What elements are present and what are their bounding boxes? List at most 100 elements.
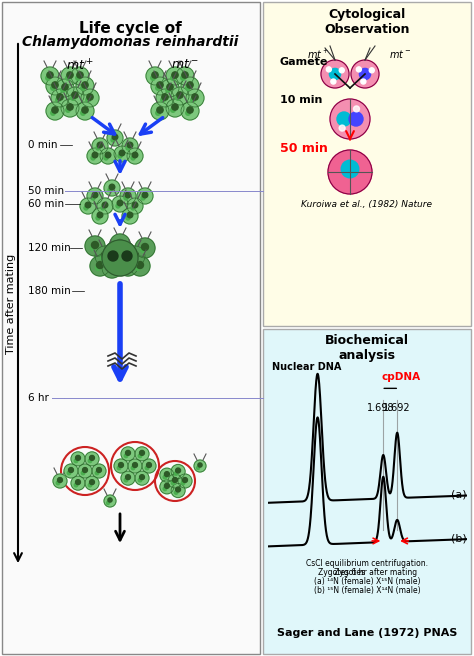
Circle shape <box>57 478 63 482</box>
Circle shape <box>156 111 160 115</box>
Circle shape <box>84 206 88 210</box>
Circle shape <box>118 154 122 158</box>
Circle shape <box>92 152 98 158</box>
Text: (b) ¹⁵N (female) X¹⁴N (male): (b) ¹⁵N (female) X¹⁴N (male) <box>314 586 420 596</box>
Circle shape <box>127 198 143 214</box>
Circle shape <box>66 87 84 105</box>
Text: Life cycle of: Life cycle of <box>79 21 182 36</box>
Circle shape <box>97 262 103 268</box>
Circle shape <box>67 104 73 110</box>
Circle shape <box>173 478 177 482</box>
Circle shape <box>174 491 178 494</box>
Circle shape <box>156 89 174 107</box>
Circle shape <box>161 79 179 97</box>
Circle shape <box>128 459 142 473</box>
Circle shape <box>197 466 200 470</box>
Circle shape <box>101 206 105 210</box>
Circle shape <box>67 72 73 78</box>
Circle shape <box>118 256 138 276</box>
Circle shape <box>108 268 112 272</box>
Circle shape <box>108 251 118 261</box>
Circle shape <box>57 94 63 100</box>
Text: Zygotes: Zygotes <box>334 568 367 577</box>
Circle shape <box>121 447 135 461</box>
Circle shape <box>160 468 174 482</box>
Text: $mt^+$: $mt^+$ <box>66 58 94 73</box>
Circle shape <box>337 112 351 126</box>
Bar <box>2 2 260 654</box>
Circle shape <box>157 82 163 88</box>
Circle shape <box>69 468 73 472</box>
Text: (a) ¹⁴N (female) X¹⁵N (male): (a) ¹⁴N (female) X¹⁵N (male) <box>314 577 420 586</box>
Circle shape <box>109 264 116 270</box>
Circle shape <box>126 146 130 150</box>
Circle shape <box>198 463 202 467</box>
Circle shape <box>46 75 50 80</box>
Circle shape <box>92 192 98 198</box>
Circle shape <box>66 108 70 112</box>
Circle shape <box>92 138 108 154</box>
Circle shape <box>127 142 133 148</box>
Circle shape <box>130 255 136 260</box>
Text: 1.698: 1.698 <box>366 403 394 413</box>
Circle shape <box>176 67 194 85</box>
Circle shape <box>110 234 130 254</box>
Circle shape <box>56 482 60 485</box>
Circle shape <box>82 107 88 113</box>
Circle shape <box>167 84 173 90</box>
Text: Biochemical
analysis: Biochemical analysis <box>325 334 409 362</box>
Circle shape <box>124 196 128 200</box>
Circle shape <box>131 156 135 160</box>
Circle shape <box>102 240 138 276</box>
Circle shape <box>124 478 128 482</box>
Circle shape <box>114 146 130 162</box>
Circle shape <box>137 262 144 268</box>
Circle shape <box>119 150 125 156</box>
Circle shape <box>163 487 167 491</box>
Circle shape <box>61 99 79 117</box>
Circle shape <box>181 482 185 485</box>
Circle shape <box>171 482 175 485</box>
Circle shape <box>126 216 130 220</box>
Text: Nuclear DNA: Nuclear DNA <box>272 361 341 371</box>
Circle shape <box>146 67 164 85</box>
Circle shape <box>107 130 123 146</box>
Circle shape <box>138 454 142 458</box>
Circle shape <box>112 196 128 212</box>
Circle shape <box>140 247 146 253</box>
Circle shape <box>71 476 85 490</box>
Circle shape <box>176 96 180 100</box>
Circle shape <box>53 474 67 488</box>
Circle shape <box>171 108 175 112</box>
Circle shape <box>101 251 109 258</box>
Circle shape <box>361 79 366 84</box>
Circle shape <box>135 238 155 258</box>
Circle shape <box>132 152 138 158</box>
Circle shape <box>104 156 108 160</box>
Circle shape <box>131 206 135 210</box>
Circle shape <box>177 92 183 98</box>
Circle shape <box>138 478 142 482</box>
Circle shape <box>121 471 135 485</box>
Circle shape <box>92 464 106 478</box>
Circle shape <box>142 459 156 473</box>
Circle shape <box>125 262 131 268</box>
Circle shape <box>166 67 184 85</box>
Circle shape <box>102 202 108 208</box>
Circle shape <box>95 246 115 266</box>
Circle shape <box>331 79 336 84</box>
Circle shape <box>74 483 78 487</box>
Circle shape <box>174 472 178 475</box>
Text: 10 min: 10 min <box>280 95 322 105</box>
Circle shape <box>117 466 121 470</box>
Circle shape <box>92 208 108 224</box>
Circle shape <box>157 107 163 113</box>
Text: Chlamydomonas reinhardtii: Chlamydomonas reinhardtii <box>22 35 238 49</box>
Text: 0 min: 0 min <box>28 140 57 150</box>
Circle shape <box>51 86 55 91</box>
Circle shape <box>102 258 122 278</box>
Circle shape <box>162 94 168 100</box>
Text: Sager and Lane (1972) PNAS: Sager and Lane (1972) PNAS <box>277 628 457 638</box>
Circle shape <box>127 212 133 218</box>
Circle shape <box>142 192 148 198</box>
